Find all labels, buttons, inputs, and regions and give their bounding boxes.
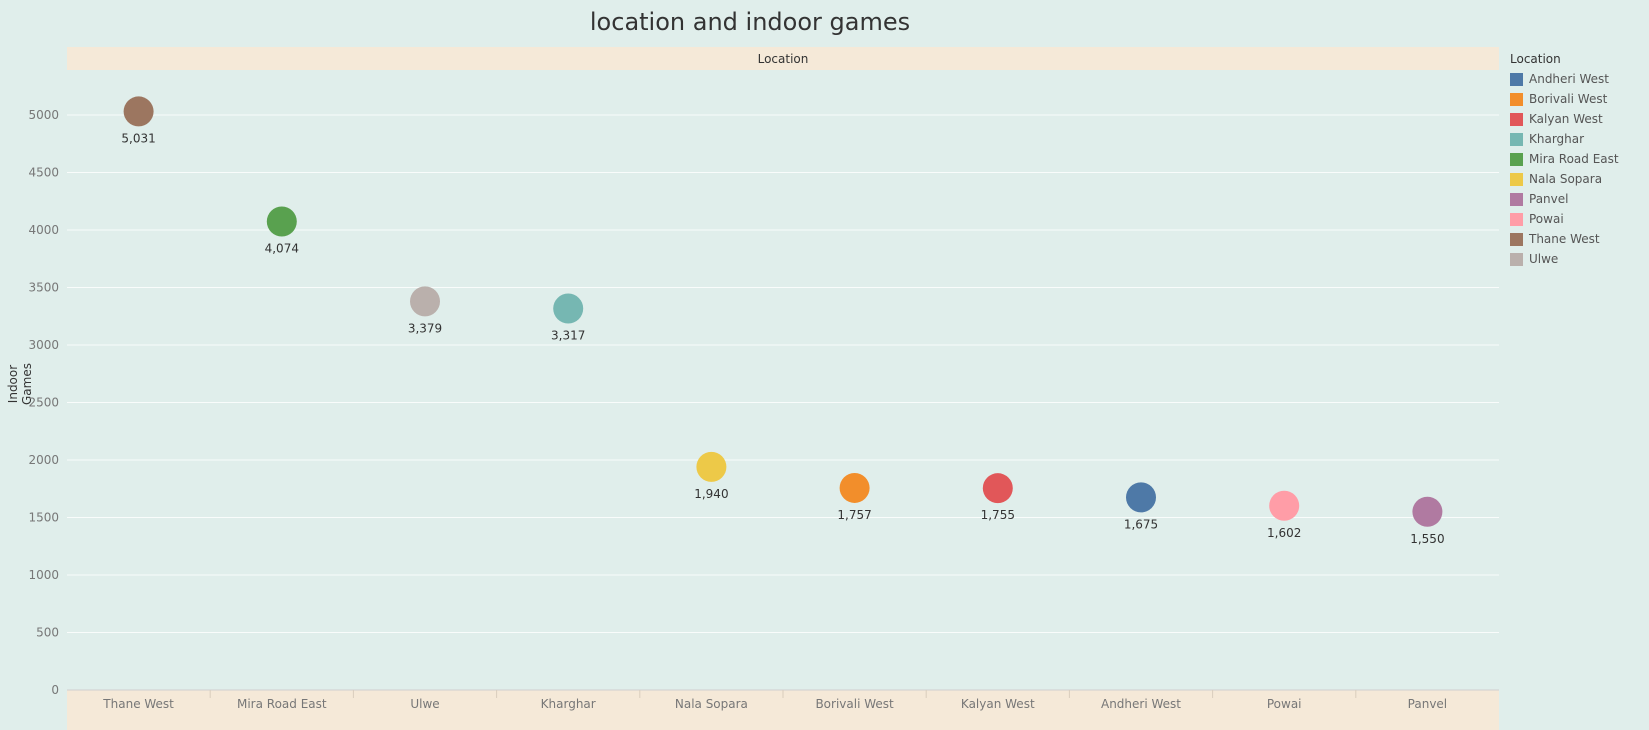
y-tick-label: 1000 bbox=[28, 568, 59, 582]
data-point[interactable] bbox=[1269, 490, 1300, 521]
y-tick-label: 3000 bbox=[28, 338, 59, 352]
legend-swatch bbox=[1510, 112, 1523, 126]
x-tick-label: Andheri West bbox=[1101, 697, 1181, 711]
x-tick-label: Mira Road East bbox=[237, 697, 327, 711]
legend-item[interactable]: Kalyan West bbox=[1510, 109, 1619, 129]
data-label: 3,379 bbox=[408, 321, 442, 335]
y-tick-label: 4500 bbox=[28, 166, 59, 180]
legend-swatch bbox=[1510, 92, 1523, 106]
legend-label: Mira Road East bbox=[1529, 152, 1619, 166]
legend-swatch bbox=[1510, 212, 1523, 226]
legend-item[interactable]: Thane West bbox=[1510, 229, 1619, 249]
data-label: 1,602 bbox=[1267, 526, 1301, 540]
data-label: 1,550 bbox=[1410, 532, 1444, 546]
x-tick-label: Nala Sopara bbox=[675, 697, 748, 711]
legend-swatch bbox=[1510, 152, 1523, 166]
x-tick-label: Powai bbox=[1267, 697, 1302, 711]
legend-item[interactable]: Powai bbox=[1510, 209, 1619, 229]
x-tick-label: Kharghar bbox=[541, 697, 596, 711]
y-tick-label: 2500 bbox=[28, 396, 59, 410]
legend-swatch bbox=[1510, 72, 1523, 86]
data-point[interactable] bbox=[839, 472, 870, 503]
data-point[interactable] bbox=[982, 473, 1013, 504]
data-point[interactable] bbox=[123, 96, 154, 127]
legend-label: Thane West bbox=[1529, 232, 1600, 246]
chart-title: location and indoor games bbox=[589, 8, 911, 36]
data-label: 5,031 bbox=[121, 131, 155, 145]
data-point[interactable] bbox=[1412, 496, 1443, 527]
legend-items: Andheri West Borivali West Kalyan West Khar… bbox=[1510, 69, 1619, 269]
data-label: 4,074 bbox=[265, 241, 299, 255]
legend: Location Andheri West Borivali West Kalyan… bbox=[1510, 52, 1619, 269]
y-tick-label: 1500 bbox=[28, 511, 59, 525]
legend-item[interactable]: Panvel bbox=[1510, 189, 1619, 209]
y-tick-label: 500 bbox=[36, 626, 59, 640]
legend-label: Panvel bbox=[1529, 192, 1569, 206]
data-label: 1,675 bbox=[1124, 517, 1158, 531]
legend-item[interactable]: Nala Sopara bbox=[1510, 169, 1619, 189]
legend-item[interactable]: Borivali West bbox=[1510, 89, 1619, 109]
y-tick-label: 2000 bbox=[28, 453, 59, 467]
x-tick-label: Borivali West bbox=[815, 697, 894, 711]
legend-label: Kharghar bbox=[1529, 132, 1585, 146]
data-point[interactable] bbox=[696, 451, 727, 482]
legend-title: Location bbox=[1510, 52, 1561, 66]
legend-swatch bbox=[1510, 172, 1523, 186]
legend-label: Borivali West bbox=[1529, 92, 1608, 106]
data-label: 3,317 bbox=[551, 329, 585, 343]
legend-item[interactable]: Andheri West bbox=[1510, 69, 1619, 89]
legend-label: Nala Sopara bbox=[1529, 172, 1603, 186]
legend-swatch bbox=[1510, 252, 1523, 266]
legend-item[interactable]: Kharghar bbox=[1510, 129, 1619, 149]
data-point[interactable] bbox=[1126, 482, 1156, 513]
legend-swatch bbox=[1510, 232, 1523, 246]
x-tick-label: Panvel bbox=[1408, 697, 1447, 711]
data-label: 1,757 bbox=[837, 508, 871, 522]
data-point[interactable] bbox=[410, 286, 440, 317]
legend-item[interactable]: Ulwe bbox=[1510, 249, 1619, 269]
legend-item[interactable]: Mira Road East bbox=[1510, 149, 1619, 169]
column-header: Location bbox=[67, 47, 1499, 70]
legend-label: Powai bbox=[1529, 212, 1564, 226]
x-tick-label: Kalyan West bbox=[961, 697, 1035, 711]
legend-label: Kalyan West bbox=[1529, 112, 1603, 126]
data-label: 1,940 bbox=[694, 487, 728, 501]
legend-label: Andheri West bbox=[1529, 72, 1610, 86]
y-tick-label: 4000 bbox=[28, 223, 59, 237]
y-tick-label: 0 bbox=[51, 683, 59, 697]
legend-label: Ulwe bbox=[1529, 252, 1559, 266]
legend-swatch bbox=[1510, 192, 1523, 206]
data-point[interactable] bbox=[266, 206, 297, 237]
data-point[interactable] bbox=[553, 293, 584, 324]
x-tick-label: Ulwe bbox=[410, 697, 439, 711]
legend-swatch bbox=[1510, 132, 1523, 146]
y-tick-label: 5000 bbox=[28, 108, 59, 122]
column-header-label: Location bbox=[757, 51, 809, 66]
data-label: 1,755 bbox=[981, 508, 1015, 522]
plot-area: 0 500 1000 1500 2000 2500 3000 3500 4000 4500 5000… bbox=[28, 96, 1499, 711]
x-tick-label: Thane West bbox=[102, 697, 174, 711]
y-tick-label: 3500 bbox=[28, 281, 59, 295]
